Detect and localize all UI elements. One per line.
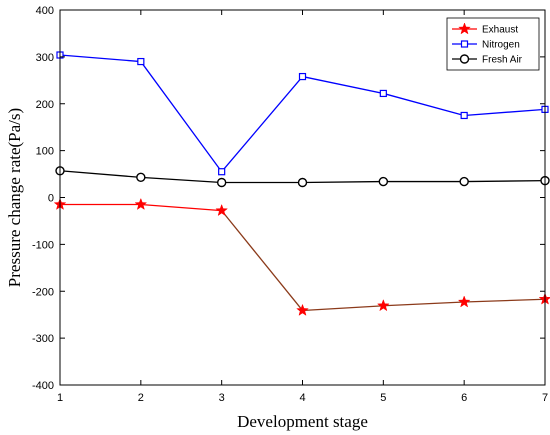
data-point — [216, 177, 227, 188]
series-line-segment — [59, 54, 141, 63]
x-tick-label: 3 — [219, 392, 225, 404]
legend-marker — [458, 22, 471, 35]
legend-label: Nitrogen — [482, 40, 520, 51]
legend-item: Exhaust — [452, 22, 518, 36]
x-tick-label: 5 — [380, 392, 386, 404]
y-tick-label: -400 — [32, 380, 54, 392]
data-point — [297, 177, 308, 188]
y-tick-label: 200 — [36, 99, 54, 111]
data-point — [459, 176, 469, 187]
data-point — [137, 57, 145, 66]
series-line-segment — [302, 180, 384, 184]
series-line-segment — [140, 176, 222, 184]
legend-label: Fresh Air — [482, 55, 523, 66]
series-line-segment — [59, 170, 141, 178]
legend-item: Fresh Air — [452, 54, 523, 66]
y-tick-label: 300 — [36, 52, 54, 64]
axis-ticks: 1 2 3 4 5 6 7 -400 -300 -200 -100 0 100 200 300 400 — [32, 5, 548, 404]
chart-marks — [53, 51, 550, 316]
series-line-segment — [221, 76, 303, 173]
series-line-segment — [464, 108, 546, 117]
x-tick-label: 6 — [461, 392, 467, 404]
data-point — [378, 176, 389, 187]
series-line-segment — [464, 179, 546, 183]
x-axis-title: Development stage — [237, 412, 368, 431]
series-line-segment — [383, 301, 465, 307]
data-point — [218, 168, 226, 176]
y-tick-label: 0 — [48, 193, 54, 205]
legend: Exhaust Nitrogen Fresh Air — [446, 17, 540, 71]
data-point — [460, 111, 468, 120]
legend-label: Exhaust — [482, 25, 518, 36]
series-line-segment — [221, 210, 304, 311]
x-tick-label: 2 — [138, 392, 144, 404]
legend-item: Nitrogen — [452, 40, 520, 51]
y-tick-label: 100 — [36, 146, 54, 158]
x-tick-label: 1 — [57, 392, 63, 404]
series-line-segment — [464, 298, 546, 303]
y-tick-label: 400 — [36, 5, 54, 17]
series-exhaust — [53, 197, 550, 316]
series-nitrogen — [56, 51, 549, 176]
data-point — [296, 303, 309, 316]
data-point — [457, 295, 471, 308]
series-line-segment — [302, 75, 384, 95]
data-point — [376, 299, 390, 312]
x-tick-label: 7 — [542, 392, 548, 404]
y-axis-title: Pressure change rate(Pa/s) — [5, 108, 24, 287]
data-point — [136, 172, 146, 183]
x-tick-label: 4 — [299, 392, 305, 404]
data-point — [215, 203, 229, 217]
series-line-segment — [383, 92, 465, 117]
data-point — [134, 197, 148, 210]
legend-marker — [459, 54, 470, 64]
y-tick-label: -200 — [32, 286, 54, 298]
legend-marker — [460, 40, 469, 48]
data-point — [379, 89, 387, 98]
series-line-segment — [140, 61, 223, 173]
series-line-segment — [302, 305, 384, 312]
series-line-segment — [140, 203, 222, 212]
data-point — [298, 72, 307, 81]
y-tick-label: -300 — [32, 333, 54, 345]
y-tick-label: -100 — [32, 239, 54, 251]
series-fresh-air — [55, 166, 550, 188]
